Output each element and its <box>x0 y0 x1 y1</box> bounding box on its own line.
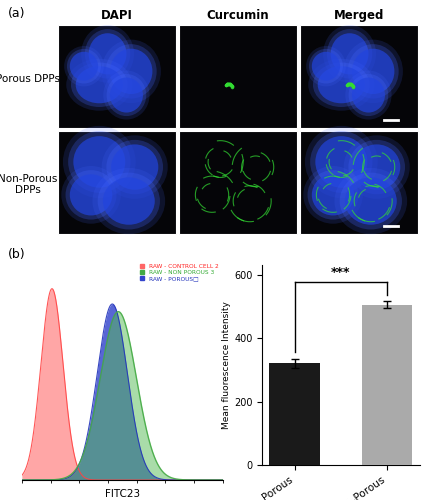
Ellipse shape <box>71 62 128 107</box>
Text: (a): (a) <box>8 7 25 20</box>
Y-axis label: Mean fluorescence Intensity: Mean fluorescence Intensity <box>222 301 231 429</box>
Ellipse shape <box>110 48 153 94</box>
Text: Non-Porous
DPPs: Non-Porous DPPs <box>0 174 58 196</box>
Ellipse shape <box>89 33 126 74</box>
Ellipse shape <box>70 52 98 80</box>
Ellipse shape <box>76 66 123 104</box>
Ellipse shape <box>85 29 130 78</box>
Ellipse shape <box>309 49 343 84</box>
Ellipse shape <box>343 136 410 199</box>
Ellipse shape <box>107 74 146 116</box>
Ellipse shape <box>106 140 163 194</box>
Ellipse shape <box>312 52 340 80</box>
Ellipse shape <box>318 66 365 104</box>
Ellipse shape <box>334 168 407 234</box>
Text: DAPI: DAPI <box>101 9 133 22</box>
Ellipse shape <box>73 136 125 188</box>
Ellipse shape <box>103 178 155 224</box>
Text: Merged: Merged <box>334 9 384 22</box>
Bar <box>58 25 176 128</box>
Ellipse shape <box>308 59 375 110</box>
Text: Porous DPPs: Porous DPPs <box>0 74 60 84</box>
Ellipse shape <box>106 44 156 98</box>
X-axis label: FITC23: FITC23 <box>105 489 140 499</box>
Ellipse shape <box>343 40 403 103</box>
Ellipse shape <box>352 78 385 112</box>
Legend: RAW - CONTROL CELL 2, RAW - NON POROUS 3, RAW - POROUS□: RAW - CONTROL CELL 2, RAW - NON POROUS 3… <box>139 263 220 282</box>
Bar <box>300 131 418 234</box>
Ellipse shape <box>327 29 372 78</box>
Ellipse shape <box>306 46 346 86</box>
Ellipse shape <box>352 48 395 94</box>
Ellipse shape <box>97 172 160 230</box>
Ellipse shape <box>340 172 402 230</box>
Ellipse shape <box>305 126 378 198</box>
Ellipse shape <box>93 168 165 234</box>
Text: Curcumin: Curcumin <box>207 9 269 22</box>
Ellipse shape <box>111 144 158 190</box>
Ellipse shape <box>110 78 143 112</box>
Text: (b): (b) <box>8 248 26 261</box>
Ellipse shape <box>102 136 168 199</box>
Ellipse shape <box>345 178 397 224</box>
Bar <box>179 131 297 234</box>
Ellipse shape <box>66 59 132 110</box>
Ellipse shape <box>316 136 367 188</box>
Ellipse shape <box>101 40 161 103</box>
Bar <box>269 364 320 465</box>
Ellipse shape <box>349 74 388 116</box>
Bar <box>179 25 297 128</box>
Ellipse shape <box>353 144 400 190</box>
Ellipse shape <box>303 166 363 224</box>
Ellipse shape <box>323 25 376 82</box>
Bar <box>58 131 176 234</box>
Ellipse shape <box>64 46 104 86</box>
Ellipse shape <box>348 44 399 98</box>
Ellipse shape <box>103 70 149 120</box>
Ellipse shape <box>81 25 134 82</box>
Ellipse shape <box>63 126 135 198</box>
Ellipse shape <box>308 170 358 220</box>
Ellipse shape <box>61 166 121 224</box>
Ellipse shape <box>70 174 112 216</box>
Ellipse shape <box>66 170 117 220</box>
Ellipse shape <box>68 131 131 193</box>
Ellipse shape <box>310 131 372 193</box>
Ellipse shape <box>67 49 101 84</box>
Ellipse shape <box>348 140 405 194</box>
Bar <box>362 304 413 465</box>
Text: ***: *** <box>331 266 350 280</box>
Ellipse shape <box>331 33 368 74</box>
Bar <box>300 25 418 128</box>
Ellipse shape <box>313 62 370 107</box>
Ellipse shape <box>345 70 392 120</box>
Ellipse shape <box>312 174 354 216</box>
